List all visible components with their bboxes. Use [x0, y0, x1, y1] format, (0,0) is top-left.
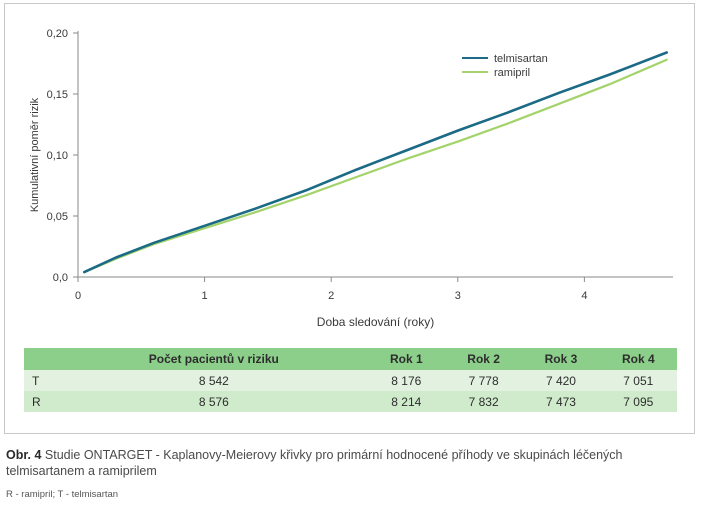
table-cell: 7 473 — [522, 391, 600, 412]
x-tick-label: 4 — [581, 290, 587, 302]
table-cell: 8 176 — [367, 370, 445, 391]
table-cell: 7 832 — [444, 391, 523, 412]
table-header-cell: Rok 1 — [367, 348, 445, 370]
table-header-cell: Rok 3 — [522, 348, 600, 370]
figure-number: Obr. 4 — [6, 448, 42, 462]
table-cell: R — [24, 391, 60, 412]
x-tick-label: 3 — [455, 290, 461, 302]
y-tick-label: 0,05 — [47, 211, 68, 223]
km-chart: 0,0 0,05 0,10 0,15 0,20 0 1 2 3 4 Doba sledování (… — [29, 28, 673, 329]
y-tick-label: 0,0 — [53, 272, 68, 284]
legend-label-ramipril: ramipril — [494, 67, 530, 79]
table-cell: 7 420 — [522, 370, 600, 391]
table-cell: 8 576 — [60, 391, 368, 412]
table-cell: 7 095 — [599, 391, 677, 412]
y-tick-label: 0,20 — [47, 28, 68, 40]
table-row: R 8 576 8 214 7 832 7 473 7 095 — [24, 391, 677, 412]
table-cell: 7 778 — [444, 370, 523, 391]
x-tick-label: 0 — [75, 290, 81, 302]
series-line-telmisartan — [83, 51, 669, 274]
table-cell: 8 214 — [367, 391, 445, 412]
x-tick-label: 2 — [328, 290, 334, 302]
figure-caption: Obr. 4 Studie ONTARGET - Kaplanovy-Meier… — [6, 447, 696, 479]
table-header-cell: Rok 4 — [599, 348, 677, 370]
table-header-cell: Počet pacientů v riziku — [60, 348, 368, 370]
y-tick-label: 0,10 — [47, 150, 68, 162]
legend-label-telmisartan: telmisartan — [494, 53, 548, 65]
y-axis-label: Kumulativní poměr rizik — [29, 97, 41, 212]
table-header-row: Počet pacientů v riziku Rok 1 Rok 2 Rok … — [24, 348, 677, 370]
table-cell: 8 542 — [60, 370, 368, 391]
table-header-cell: Rok 2 — [444, 348, 523, 370]
table-header-cell — [24, 348, 60, 370]
patients-at-risk-table: Počet pacientů v riziku Rok 1 Rok 2 Rok … — [24, 348, 677, 412]
table-cell: T — [24, 370, 60, 391]
series-line-ramipril — [83, 58, 668, 274]
x-tick-label: 1 — [202, 290, 208, 302]
table-row: T 8 542 8 176 7 778 7 420 7 051 — [24, 370, 677, 391]
table-cell: 7 051 — [599, 370, 677, 391]
caption-text: Studie ONTARGET - Kaplanovy-Meierovy kři… — [6, 448, 623, 478]
x-axis-label: Doba sledování (roky) — [317, 315, 434, 329]
abbreviation-note: R - ramipril; T - telmisartan — [6, 489, 119, 500]
y-tick-label: 0,15 — [47, 89, 68, 101]
